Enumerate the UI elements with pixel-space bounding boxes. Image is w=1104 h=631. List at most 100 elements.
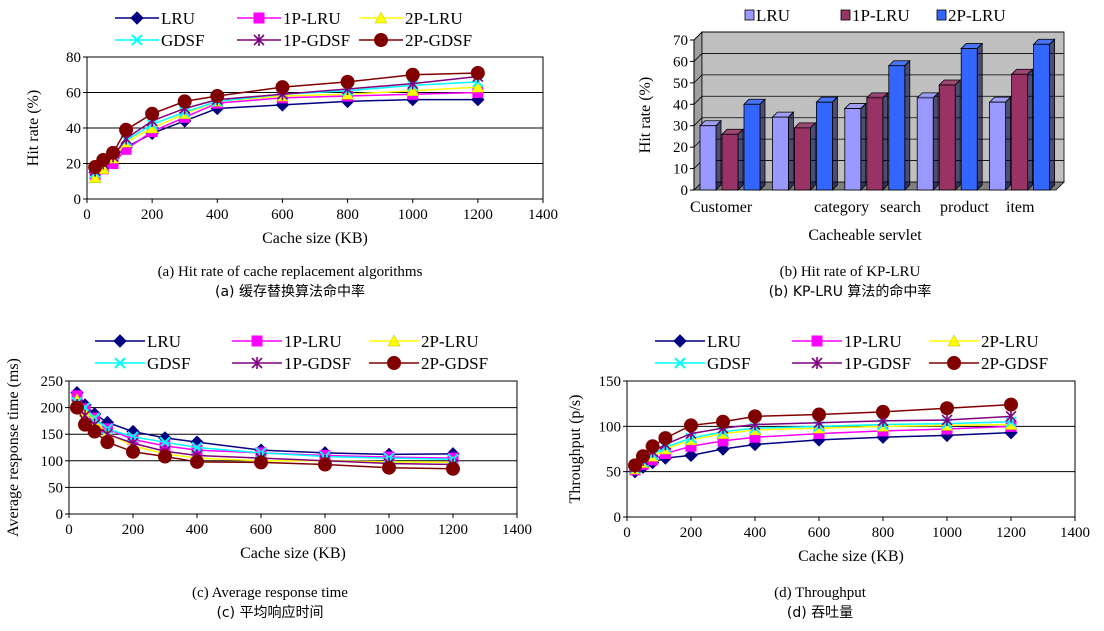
legend-label: 1P-GDSF [284, 354, 351, 373]
y-axis-label: Average response time (ms) [5, 358, 22, 537]
legend: LRU 1P-LRU 2P-LRU GDSF 1P-GDSF 2P-GDSF [115, 9, 472, 50]
x-tick-label: 400 [186, 522, 209, 538]
y-tick-label: 150 [41, 427, 64, 443]
bar-front [699, 125, 717, 191]
gridline-side [693, 53, 703, 62]
y-axis-label: Hit rate (%) [637, 77, 654, 153]
data-point [1005, 410, 1017, 423]
legend-marker [253, 12, 265, 24]
gridline-side [693, 96, 703, 105]
chart-b: 0 10 20 30 40 50 60 70 Customer category search pro… [637, 6, 1065, 244]
series-2P-GDSF [70, 400, 460, 476]
x-axis-label: Cache size (KB) [262, 230, 368, 247]
data-point [100, 435, 115, 450]
bar [743, 98, 766, 191]
y-tick-label: 0 [56, 507, 64, 523]
y-tick-label: 0 [614, 510, 622, 526]
bar-front [1033, 43, 1050, 191]
data-point [78, 417, 92, 432]
bar-front [721, 133, 739, 191]
legend-label: 2P-LRU [981, 332, 1039, 351]
legend-label: LRU [147, 332, 181, 351]
x-tick-label: 800 [872, 525, 895, 541]
gridline-side [693, 74, 703, 84]
bar-side [954, 79, 961, 191]
chart-c: 0 50 100 150 200 250 0 200 400 600 800 1000 1200 1400… [5, 332, 532, 562]
y-tick-label: 60 [66, 86, 81, 102]
data-point [87, 424, 102, 439]
x-tick-label: 800 [314, 522, 337, 538]
y-tick-label: 40 [673, 97, 688, 113]
x-tick-label: 1000 [374, 522, 404, 538]
x-tick-label: 0 [623, 525, 631, 541]
y-axis-label: Hit rate (%) [25, 90, 42, 166]
legend-swatch [840, 9, 851, 21]
x-tick-label: 1000 [398, 207, 428, 223]
caption-c: (c) Average response time (c) 平均响应时间 [40, 583, 500, 623]
bar-front [916, 97, 934, 191]
bar-side [860, 102, 867, 191]
data-point [382, 460, 396, 475]
bar-front [866, 97, 884, 191]
data-point [406, 84, 420, 96]
data-point [636, 449, 650, 464]
data-point [941, 413, 953, 426]
caption-c-en: (c) Average response time [192, 585, 348, 601]
x-tick-label: 1400 [528, 207, 558, 223]
bar-side [788, 111, 794, 191]
bar-front [888, 65, 906, 191]
legend-label: GDSF [161, 31, 204, 50]
data-point [158, 449, 172, 464]
legend-marker [251, 335, 263, 347]
data-point [645, 439, 660, 454]
x-tick-label: 600 [271, 207, 294, 223]
caption-b: (b) Hit rate of KP-LRU (b) KP-LRU 算法的命中率 [620, 262, 1080, 302]
x-tick-label: 200 [122, 522, 145, 538]
y-tick-label: 50 [673, 76, 688, 92]
data-point [470, 65, 485, 80]
legend-label: 2P-LRU [948, 6, 1006, 25]
x-tick-label: search [880, 199, 921, 216]
data-point [340, 74, 355, 89]
data-point [254, 455, 268, 470]
bar-side [737, 128, 744, 191]
bar [793, 121, 817, 191]
data-point [96, 152, 111, 167]
bar [938, 79, 962, 191]
bar-side [976, 42, 983, 191]
bar-front [816, 101, 833, 191]
bar-side [715, 119, 722, 191]
y-tick-label: 200 [41, 401, 64, 417]
bar-side [882, 91, 889, 191]
y-tick-label: 40 [66, 121, 81, 137]
caption-a-en: (a) Hit rate of cache replacement algori… [157, 264, 423, 280]
bar [865, 91, 889, 191]
x-tick-label: 1200 [438, 522, 468, 538]
x-tick-label: 0 [65, 522, 73, 538]
data-point [318, 457, 332, 472]
x-tick-label: 200 [680, 525, 703, 541]
caption-d-en: (d) Throughput [774, 585, 866, 601]
bar-front [1011, 73, 1028, 191]
legend-swatch [744, 9, 755, 21]
y-tick-label: 100 [599, 419, 622, 435]
x-axis-label: Cache size (KB) [798, 548, 904, 565]
y-tick-label: 0 [681, 183, 689, 199]
legend-marker [811, 357, 823, 369]
data-point [106, 145, 121, 160]
data-point [446, 461, 460, 476]
legend: LRU 1P-LRU 2P-LRU GDSF 1P-GDSF 2P-GDSF [95, 332, 488, 373]
y-tick-label: 100 [41, 454, 64, 470]
legend-label: 1P-LRU [283, 9, 341, 28]
data-point [119, 122, 134, 137]
legend-marker [947, 334, 961, 347]
y-tick-label: 50 [48, 480, 63, 496]
legend-marker [253, 34, 265, 46]
caption-d-zh: (d) 吞吐量 [786, 605, 854, 621]
x-tick-label: 800 [336, 207, 359, 223]
data-point [177, 94, 192, 109]
x-tick-label: Customer [690, 199, 753, 216]
bar [1032, 38, 1056, 191]
y-tick-label: 150 [599, 374, 622, 390]
